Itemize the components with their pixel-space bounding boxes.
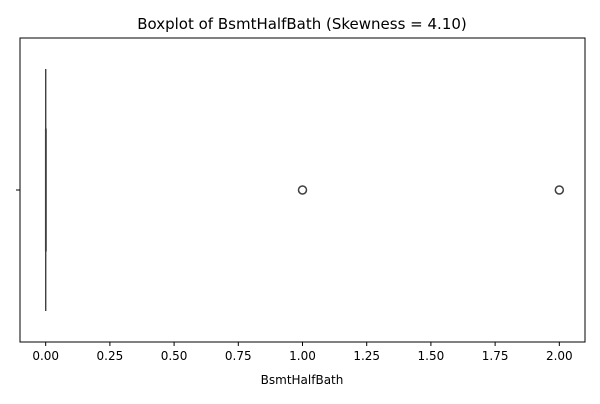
plot-frame bbox=[19, 37, 586, 343]
outlier-point-1 bbox=[297, 185, 308, 195]
x-tick-label: 1.00 bbox=[289, 349, 316, 363]
x-tick-label: 1.75 bbox=[482, 349, 509, 363]
chart-title: Boxplot of BsmtHalfBath (Skewness = 4.10… bbox=[137, 15, 467, 33]
x-tick-label: 0.00 bbox=[32, 349, 59, 363]
x-tick-label: 1.50 bbox=[418, 349, 445, 363]
outlier-layer bbox=[297, 185, 565, 195]
box-layer bbox=[44, 69, 47, 311]
x-tick-label: 0.50 bbox=[161, 349, 188, 363]
x-axis-ticks: 0.00 0.25 0.50 0.75 1.00 1.25 1.50 1.75 2.00 bbox=[32, 342, 573, 363]
x-tick-label: 0.25 bbox=[97, 349, 124, 363]
x-axis-label: BsmtHalfBath bbox=[261, 373, 344, 387]
x-tick-label: 2.00 bbox=[546, 349, 573, 363]
x-tick-label: 0.75 bbox=[225, 349, 252, 363]
outlier-point-2 bbox=[554, 185, 565, 195]
x-tick-label: 1.25 bbox=[353, 349, 380, 363]
